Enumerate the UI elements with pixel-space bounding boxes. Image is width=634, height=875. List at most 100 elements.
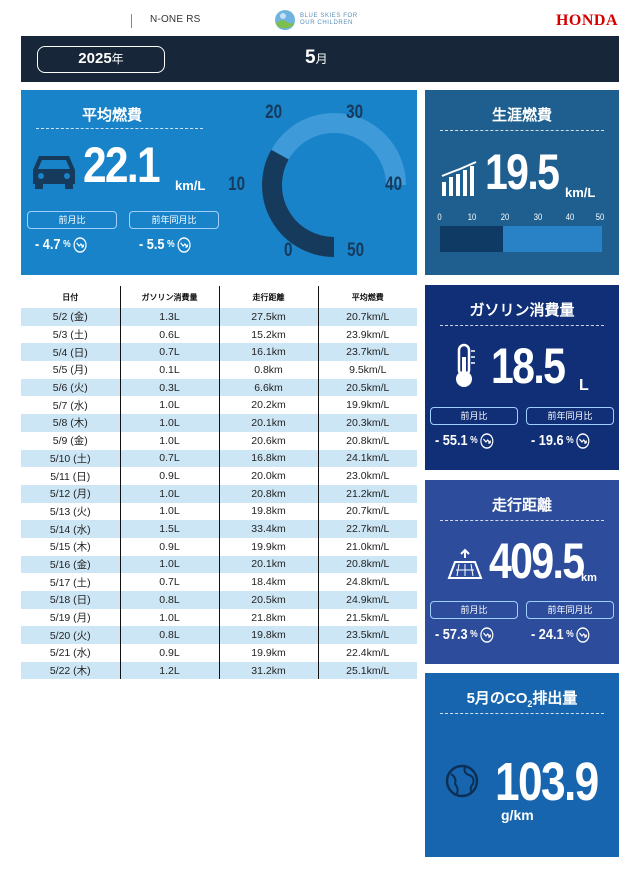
cell-date: 5/5 (月) [52,364,88,377]
cell-avg-economy: 21.0km/L [317,537,417,556]
scale-label: 30 [533,212,543,222]
cell-avg-economy: 20.8km/L [317,431,417,450]
percent-sign: % [566,629,574,640]
table-row: 5/4 (日) 0.7L 16.1km 23.7km/L [21,343,417,362]
cell-distance: 21.8km [218,608,318,627]
cell-date: 5/14 (水) [21,520,120,538]
co2-unit: g/km [501,807,534,823]
cell-gasoline: 1.0L [119,414,219,432]
year-selector[interactable]: 2025年 [37,46,165,73]
lifetime-economy-card: 生涯燃費 19.5 km/L 0 10 20 30 40 50 [425,90,619,275]
lifetime-value: 19.5 [485,144,560,200]
prev-year-change: - 5.5% [139,236,191,253]
prev-month-value: - 57.3 [435,626,468,643]
percent-sign: % [63,239,71,250]
prev-year-label: 前年同月比 [526,407,614,425]
co2-value: 103.9 [495,752,599,812]
prev-year-value: - 24.1 [531,626,564,643]
map-route-icon [447,548,483,579]
scale-label: 10 [467,212,477,222]
cell-date: 5/6 (火) [21,378,120,397]
table-row: 5/8 (木) 1.0L 20.1km 20.3km/L [21,414,417,432]
cell-distance: 20.2km [218,396,318,415]
table-row: 5/19 (月) 1.0L 21.8km 21.5km/L [21,608,417,627]
table-row: 5/18 (日) 0.8L 20.5km 24.9km/L [21,591,417,609]
cell-gasoline: 0.8L [119,591,219,609]
campaign-logo-text: BLUE SKIES FOR OUR CHILDREN [300,13,358,26]
trend-down-icon [576,626,590,643]
average-fuel-economy-panel: 平均燃費 22.1 km/L 前月比 前年同月比 - 4.7% - 5.5% 0… [21,90,417,275]
table-row: 5/11 (日) 0.9L 20.0km 23.0km/L [21,467,417,485]
table-row: 5/22 (木) 1.2L 31.2km 25.1km/L [21,661,417,680]
scale-label: 40 [565,212,575,222]
cell-date: 5/2 (金) [21,308,120,326]
prev-year-change: - 19.6% [531,432,590,449]
cell-date: 5/20 (火) [21,626,120,645]
cell-avg-economy: 9.5km/L [317,361,417,379]
cell-date: 5/18 (日) [21,591,120,609]
table-row: 5/9 (金) 1.0L 20.6km 20.8km/L [21,431,417,450]
cell-date: 5/8 (木) [21,414,120,432]
gauge-label-20: 20 [265,102,283,123]
cell-distance: 0.8km [218,361,318,379]
month-value: 5 [305,47,316,68]
distance-title: 走行距離 [491,497,552,514]
header-divider [131,14,132,28]
table-row: 5/7 (水) 1.0L 20.2km 19.9km/L [21,396,417,415]
divider [440,325,604,326]
cell-gasoline: 0.9L [119,537,219,556]
table-row: 5/14 (水) 1.5L 33.4km 22.7km/L [21,520,417,538]
gauge-fill [262,149,335,257]
honda-logo: HONDA [555,12,618,29]
trend-down-icon [480,626,494,643]
cell-avg-economy: 23.5km/L [317,626,417,645]
trend-down-icon [576,432,590,449]
cell-date: 5/21 (水) [49,647,91,660]
cell-distance: 20.0km [218,467,318,485]
cell-distance: 31.2km [218,661,318,680]
cell-avg-economy: 23.9km/L [317,325,417,344]
prev-month-label: 前月比 [430,407,518,425]
prev-year-change: - 24.1% [531,626,590,643]
cell-gasoline: 0.7L [119,343,219,362]
gasoline-consumption-card: ガソリン消費量 18.5 L 前月比 前年同月比 - 55.1% - 19.6% [425,285,619,470]
cell-distance: 20.8km [218,484,318,503]
prev-year-value: - 19.6 [531,432,564,449]
fuel-economy-gauge [262,113,406,257]
cell-gasoline: 1.3L [119,308,219,326]
cell-avg-economy: 20.7km/L [317,308,417,326]
year-value: 2025 [78,50,112,67]
cell-distance: 20.1km [218,414,318,432]
table-row: 5/2 (金) 1.3L 27.5km 20.7km/L [21,308,417,326]
cell-avg-economy: 23.7km/L [317,343,417,362]
cell-distance: 20.6km [218,431,318,450]
cell-date: 5/9 (金) [52,435,88,448]
prev-year-label: 前年同月比 [129,211,219,229]
cell-date: 5/7 (水) [52,399,88,412]
cell-date: 5/3 (土) [52,329,88,342]
prev-year-value: - 5.5 [139,236,165,253]
cell-date: 5/22 (木) [21,661,120,680]
distance-card: 走行距離 409.5 km 前月比 前年同月比 - 57.3% - 24.1% [425,480,619,664]
trend-down-icon [177,236,191,253]
scale-label: 50 [595,212,605,222]
table-row: 5/17 (土) 0.7L 18.4km 24.8km/L [21,573,417,591]
month-unit: 月 [315,52,328,66]
prev-month-label: 前月比 [430,601,518,619]
co2-emission-card: 5月のCO2排出量 103.9 g/km [425,673,619,857]
prev-month-value: - 4.7 [35,236,61,253]
col-distance: 走行距離 [218,286,318,308]
cell-avg-economy: 19.9km/L [317,396,417,415]
cell-gasoline: 0.7L [119,449,219,468]
cell-date: 5/17 (土) [49,576,91,589]
prev-month-value: - 55.1 [435,432,468,449]
percent-sign: % [470,629,478,640]
cell-distance: 19.8km [218,626,318,645]
growth-chart-icon [441,161,477,196]
cell-avg-economy: 21.2km/L [317,484,417,503]
cell-gasoline: 1.0L [119,502,219,521]
cell-distance: 19.9km [218,537,318,556]
table-row: 5/13 (火) 1.0L 19.8km 20.7km/L [21,502,417,521]
divider [440,520,604,521]
col-date: 日付 [62,292,79,302]
